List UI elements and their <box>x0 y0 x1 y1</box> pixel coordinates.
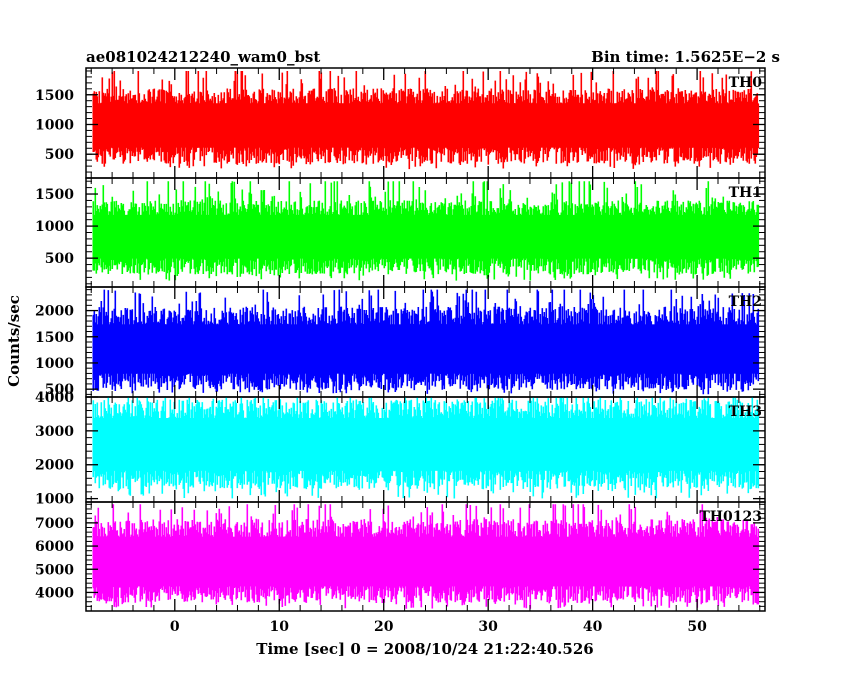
panel-label-th0: TH0 <box>729 75 763 91</box>
y-tick-label: 500 <box>45 251 74 267</box>
chart-title: ae081024212240_wam0_bst <box>86 48 320 66</box>
x-tick-label: 10 <box>270 619 290 635</box>
series-core-th0123 <box>93 536 759 587</box>
y-tick-label: 5000 <box>35 562 74 578</box>
y-axis-label: Counts/sec <box>5 295 23 387</box>
y-tick-label: 1500 <box>35 330 74 346</box>
y-tick-label: 500 <box>45 382 74 398</box>
x-axis-label: Time [sec] 0 = 2008/10/24 21:22:40.526 <box>256 640 593 658</box>
y-tick-label: 7000 <box>35 516 74 532</box>
x-tick-label: 40 <box>583 619 603 635</box>
y-tick-label: 2000 <box>35 458 74 474</box>
y-tick-label: 2000 <box>35 304 74 320</box>
panel-th1: 500 1000 1500 TH1 <box>35 177 766 288</box>
panel-th0: 500 1000 1500 TH0 <box>35 67 766 179</box>
series-core-th0 <box>93 103 759 148</box>
x-tick-label: 30 <box>478 619 498 635</box>
series-core-th3 <box>93 418 759 471</box>
bin-time-label: Bin time: 1.5625E−2 s <box>591 48 780 66</box>
y-tick-label: 4000 <box>35 390 74 406</box>
series-core-th2 <box>93 324 759 374</box>
y-tick-label: 1000 <box>35 492 74 508</box>
series-core-th1 <box>93 214 759 259</box>
y-tick-label: 1000 <box>35 117 74 133</box>
x-tick-label: 20 <box>374 619 394 635</box>
panel-th3: 1000 2000 3000 4000 TH3 <box>35 390 766 508</box>
y-tick-label: 1500 <box>35 88 74 104</box>
y-tick-label: 6000 <box>35 539 74 555</box>
y-tick-label: 1000 <box>35 356 74 372</box>
x-tick-label: 0 <box>170 619 180 635</box>
panel-th2: 500 1000 1500 2000 TH2 <box>35 286 766 398</box>
panel-label-th2: TH2 <box>729 294 762 310</box>
panel-th0123: 4000 5000 6000 7000 TH0123 <box>35 501 766 612</box>
y-tick-label: 4000 <box>35 585 74 601</box>
panel-label-th1: TH1 <box>729 185 762 201</box>
panel-label-th0123: TH0123 <box>699 509 762 525</box>
y-tick-label: 1000 <box>35 219 74 235</box>
y-tick-label: 500 <box>45 147 74 163</box>
panel-label-th3: TH3 <box>729 404 762 420</box>
x-tick-label: 50 <box>687 619 707 635</box>
y-tick-label: 3000 <box>35 424 74 440</box>
y-tick-label: 1500 <box>35 187 74 203</box>
